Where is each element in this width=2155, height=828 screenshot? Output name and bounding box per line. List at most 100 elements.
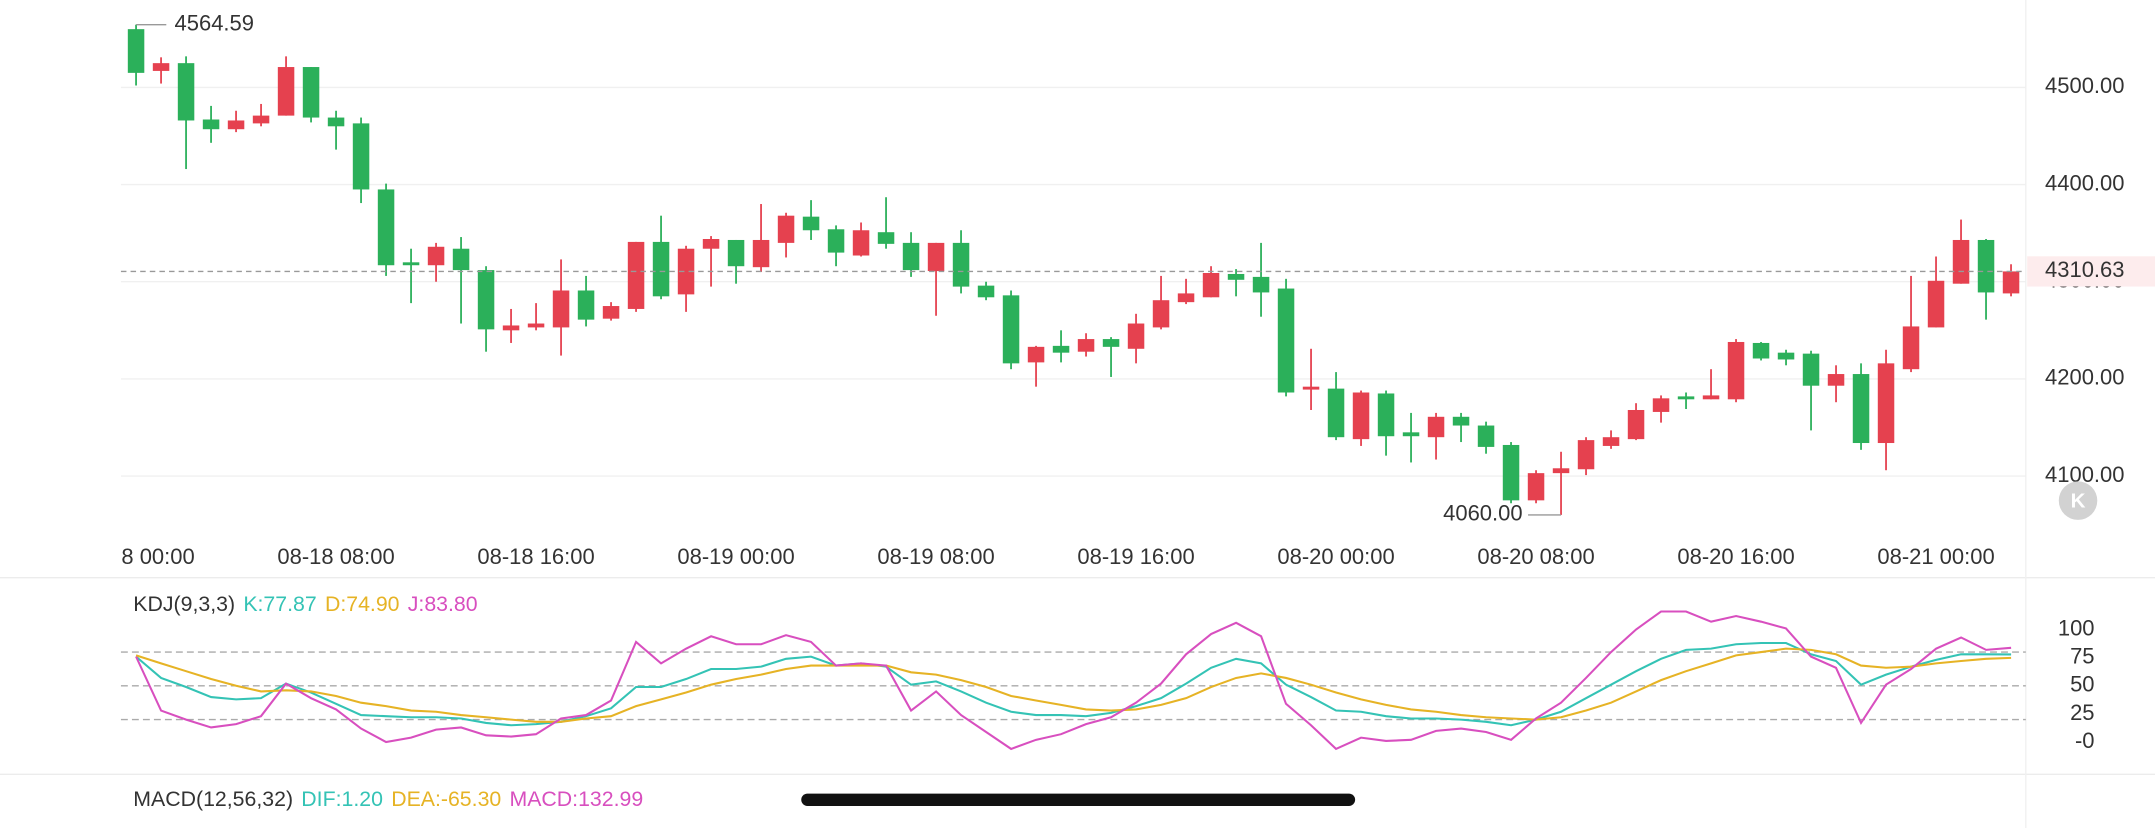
y-tick-label: 75 xyxy=(2070,644,2094,669)
candle-body xyxy=(1352,392,1370,440)
candle-body xyxy=(1552,468,1570,474)
candle-body xyxy=(1052,345,1070,353)
x-tick-label: 08-18 08:00 xyxy=(277,544,394,569)
candle-body xyxy=(1977,239,1995,293)
candle-body xyxy=(1702,395,1720,400)
candle-body xyxy=(927,242,945,272)
candle-body xyxy=(877,232,895,244)
x-tick-label: 08-21 00:00 xyxy=(1877,544,1994,569)
candle-body xyxy=(1402,432,1420,437)
candle-body xyxy=(852,230,870,256)
candle-body xyxy=(1777,352,1795,360)
candle-body xyxy=(2002,271,2020,294)
y-tick-label: 25 xyxy=(2070,700,2094,725)
legend-entry: MACD:132.99 xyxy=(509,787,643,811)
candle-body xyxy=(352,123,370,190)
candle-body xyxy=(1252,276,1270,293)
candle-body xyxy=(377,189,395,266)
candle-body xyxy=(1902,326,1920,370)
x-tick-label: 08-19 08:00 xyxy=(877,544,994,569)
candle-body xyxy=(752,239,770,268)
y-tick-label: 4500.00 xyxy=(2045,73,2124,98)
last-price-tag xyxy=(2027,256,2155,287)
x-tick-label: 08-18 16:00 xyxy=(477,544,594,569)
candle-body xyxy=(1927,280,1945,328)
candle-body xyxy=(1952,239,1970,284)
candle-body xyxy=(127,29,145,73)
legend-entry: D:74.90 xyxy=(325,592,400,616)
candle-body xyxy=(1627,409,1645,440)
y-tick-label: 50 xyxy=(2070,672,2094,697)
last-price-label: 4310.63 xyxy=(2045,257,2124,282)
candle-body xyxy=(1477,425,1495,447)
candle-body xyxy=(427,246,445,266)
candle-body xyxy=(302,67,320,118)
x-tick-label: 08-19 16:00 xyxy=(1077,544,1194,569)
candle-body xyxy=(1027,346,1045,363)
kdj-line xyxy=(135,641,2012,727)
candle-body xyxy=(1827,374,1845,386)
candle-body xyxy=(152,63,170,71)
y-tick-label: 100 xyxy=(2058,615,2095,640)
candle-body xyxy=(252,115,270,124)
x-tick-label: 08-20 16:00 xyxy=(1677,544,1794,569)
candle-body xyxy=(1577,440,1595,470)
kline-button-label[interactable]: K xyxy=(2071,489,2086,512)
candle-body xyxy=(177,63,195,121)
candle-body xyxy=(577,290,595,320)
home-indicator xyxy=(801,793,1356,806)
panel-title: MACD(12,56,32) xyxy=(133,787,293,811)
candle-body xyxy=(1002,295,1020,364)
high-label: 4564.59 xyxy=(175,10,254,35)
candle-body xyxy=(1277,288,1295,393)
candle-body xyxy=(1752,342,1770,359)
kdj-line xyxy=(135,647,2012,723)
candle-body xyxy=(1727,341,1745,400)
candle-body xyxy=(1102,339,1120,347)
y-tick-label: 4200.00 xyxy=(2045,365,2124,390)
candle-body xyxy=(827,229,845,253)
legend-entry: J:83.80 xyxy=(408,592,478,616)
candle-body xyxy=(602,306,620,319)
kdj-line xyxy=(135,610,2012,751)
candle-body xyxy=(1602,437,1620,446)
x-label-group: 08-18 00:00 08-18 08:00 08-18 16:00 08-19 0… xyxy=(121,544,1995,569)
candle-body xyxy=(1677,396,1695,400)
x-tick-label: 08-20 00:00 xyxy=(1277,544,1394,569)
kline-button[interactable] xyxy=(2058,481,2098,520)
candle-body xyxy=(627,241,645,309)
candle-body xyxy=(202,119,220,130)
low-label: 4060.00 xyxy=(1443,501,1522,526)
candle-body xyxy=(1202,273,1220,298)
candle-body xyxy=(727,239,745,267)
candle-body xyxy=(1177,293,1195,303)
x-tick-label: 08-20 08:00 xyxy=(1477,544,1594,569)
panel-title: KDJ(9,3,3) xyxy=(133,592,235,616)
candle-body xyxy=(527,323,545,328)
candle-body xyxy=(1227,273,1245,280)
candle-body xyxy=(552,290,570,328)
legend-entry: DEA:-65.30 xyxy=(391,787,501,811)
candle-body xyxy=(777,215,795,243)
candle-body xyxy=(802,216,820,231)
candle-body xyxy=(1652,398,1670,412)
candle-body xyxy=(1327,388,1345,438)
candle-body xyxy=(702,238,720,249)
candle-body xyxy=(977,285,995,298)
plot-layer: 4100.004200.004300.004400.004500.0008-18… xyxy=(120,10,2155,811)
candle-body xyxy=(902,242,920,271)
candle-body xyxy=(1502,444,1520,501)
candle-body xyxy=(277,67,295,116)
candle-body xyxy=(402,262,420,266)
candle-body xyxy=(502,325,520,331)
candle-body xyxy=(677,248,695,295)
candle-body xyxy=(1877,363,1895,444)
candle-body xyxy=(952,242,970,287)
x-tick-label: 08-19 00:00 xyxy=(677,544,794,569)
candle-body xyxy=(327,117,345,127)
candle-body xyxy=(1527,473,1545,501)
candle-body xyxy=(1452,416,1470,426)
candle-body xyxy=(652,241,670,297)
